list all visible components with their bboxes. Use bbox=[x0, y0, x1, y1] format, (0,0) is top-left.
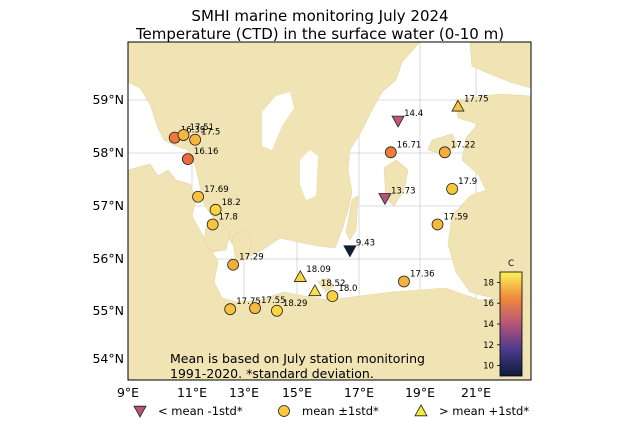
y-tick-label: 55°N bbox=[92, 303, 124, 318]
x-axis-ticks: 9°E 11°E 13°E 15°E 17°E 19°E 21°E bbox=[117, 385, 491, 400]
station-value-label: 18.2 bbox=[222, 198, 241, 208]
y-tick-label: 54°N bbox=[92, 351, 124, 366]
colorbar-tick-label: 18 bbox=[483, 278, 494, 288]
note-line-1: Mean is based on July station monitoring bbox=[170, 351, 425, 366]
y-tick-label: 56°N bbox=[92, 251, 124, 266]
station-marker bbox=[192, 190, 204, 203]
station-value-label: 17.22 bbox=[451, 140, 476, 150]
x-tick-label: 15°E bbox=[282, 385, 312, 400]
station-marker bbox=[227, 258, 240, 271]
station-marker bbox=[326, 290, 339, 303]
legend-label: > mean +1std* bbox=[439, 404, 529, 418]
legend-symbol bbox=[278, 405, 290, 417]
station-marker bbox=[209, 203, 222, 216]
map-frame bbox=[127, 41, 532, 381]
station-marker bbox=[438, 146, 451, 159]
station-value-label: 18.0 bbox=[338, 284, 357, 294]
station-marker bbox=[177, 129, 190, 141]
station-value-label: 17.55 bbox=[261, 296, 286, 306]
station-value-label: 13.73 bbox=[391, 186, 416, 196]
colorbar-tick-label: 14 bbox=[483, 320, 494, 330]
station-value-label: 18.52 bbox=[321, 279, 346, 289]
station-marker bbox=[271, 304, 283, 317]
station-value-label: 16.71 bbox=[397, 140, 422, 150]
station-value-label: 16.39 bbox=[181, 126, 206, 136]
station-value-label: 17.5 bbox=[201, 128, 220, 138]
colorbar-tick-label: 16 bbox=[483, 299, 494, 309]
y-axis-ticks: 59°N 58°N 57°N 56°N 55°N 54°N bbox=[92, 92, 124, 366]
station-marker bbox=[446, 183, 459, 195]
station-marker bbox=[206, 218, 219, 231]
colorbar-label: C bbox=[508, 259, 514, 269]
map-area bbox=[128, 42, 531, 380]
station-value-label: 17.59 bbox=[444, 212, 469, 222]
station-value-label: 16.16 bbox=[194, 147, 219, 157]
legend-symbol bbox=[414, 404, 428, 417]
legend-label: mean ±1std* bbox=[302, 404, 379, 418]
station-value-label: 18.09 bbox=[306, 265, 331, 275]
station-marker bbox=[181, 153, 194, 165]
y-tick-label: 58°N bbox=[92, 145, 124, 160]
station-marker bbox=[431, 218, 444, 231]
station-value-label: 17.36 bbox=[410, 269, 435, 279]
lakes bbox=[262, 92, 318, 200]
colorbar: C 18 16 14 12 10 bbox=[483, 259, 523, 377]
note-line-2: 1991-2020. *standard deviation. bbox=[170, 366, 374, 381]
station-marker bbox=[343, 245, 357, 258]
colorbar-gradient bbox=[499, 271, 523, 377]
station-marker bbox=[293, 269, 307, 282]
station-value-label: 9.43 bbox=[356, 239, 375, 249]
station-marker bbox=[189, 133, 202, 146]
x-tick-label: 13°E bbox=[229, 385, 259, 400]
x-tick-label: 19°E bbox=[405, 385, 435, 400]
station-value-label: 17.69 bbox=[204, 185, 229, 195]
legend-label: < mean -1std* bbox=[158, 404, 243, 418]
x-tick-label: 11°E bbox=[177, 385, 207, 400]
station-marker bbox=[378, 193, 392, 206]
station-value-label: 17.9 bbox=[458, 177, 477, 187]
station-marker bbox=[384, 146, 397, 159]
station-marker bbox=[308, 284, 322, 297]
station-marker bbox=[249, 302, 261, 315]
station-value-label: 14.4 bbox=[404, 109, 423, 119]
station-marker bbox=[451, 99, 465, 112]
x-tick-label: 9°E bbox=[117, 385, 139, 400]
station-value-label: 17.8 bbox=[219, 212, 238, 222]
colorbar-ticks: 18 16 14 12 10 bbox=[483, 278, 500, 372]
colorbar-tick-label: 12 bbox=[483, 341, 494, 351]
station-marker bbox=[224, 303, 237, 316]
colorbar-tick-label: 10 bbox=[483, 362, 494, 372]
station-value-label: 17.75 bbox=[236, 297, 261, 307]
x-tick-label: 21°E bbox=[461, 385, 491, 400]
station-marker bbox=[398, 275, 410, 288]
station-value-label: 18.29 bbox=[283, 299, 308, 309]
x-tick-label: 17°E bbox=[344, 385, 374, 400]
y-tick-label: 59°N bbox=[92, 92, 124, 107]
legend: < mean -1std* mean ±1std* > mean +1std* bbox=[133, 404, 529, 418]
station-value-label: 17.51 bbox=[189, 123, 214, 133]
station-value-label: 17.75 bbox=[464, 94, 489, 104]
map-subtitle: Temperature (CTD) in the surface water (… bbox=[135, 25, 505, 43]
map-title: SMHI marine monitoring July 2024 bbox=[191, 7, 449, 25]
legend-symbol bbox=[133, 405, 147, 418]
y-tick-label: 57°N bbox=[92, 198, 124, 213]
station-marker bbox=[391, 115, 405, 128]
station-value-label: 17.29 bbox=[239, 253, 264, 263]
